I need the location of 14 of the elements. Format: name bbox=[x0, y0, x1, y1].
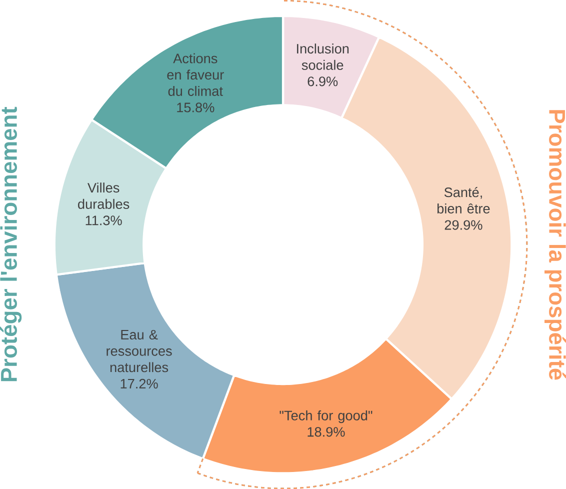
slice-label: "Tech for good" bbox=[280, 410, 372, 423]
data-label: 6.9% bbox=[308, 76, 338, 86]
slice-label: Actions en faveur du climat bbox=[167, 53, 224, 96]
data-label: 17.2% bbox=[120, 378, 158, 388]
slice-label: Villes durables bbox=[78, 182, 130, 209]
slice-label: Santé, bien être bbox=[437, 186, 490, 214]
slice-label: Eau & ressources naturelles bbox=[106, 330, 172, 372]
data-label: 29.9% bbox=[444, 220, 482, 230]
data-label: 15.8% bbox=[177, 102, 214, 112]
slice-label: Inclusion sociale bbox=[297, 43, 349, 70]
data-label: 18.9% bbox=[308, 426, 345, 437]
text: Protéger l'environnement bbox=[0, 106, 22, 382]
data-label: 11.3% bbox=[86, 216, 122, 226]
text: Promouvoir la prospérité bbox=[544, 110, 566, 380]
